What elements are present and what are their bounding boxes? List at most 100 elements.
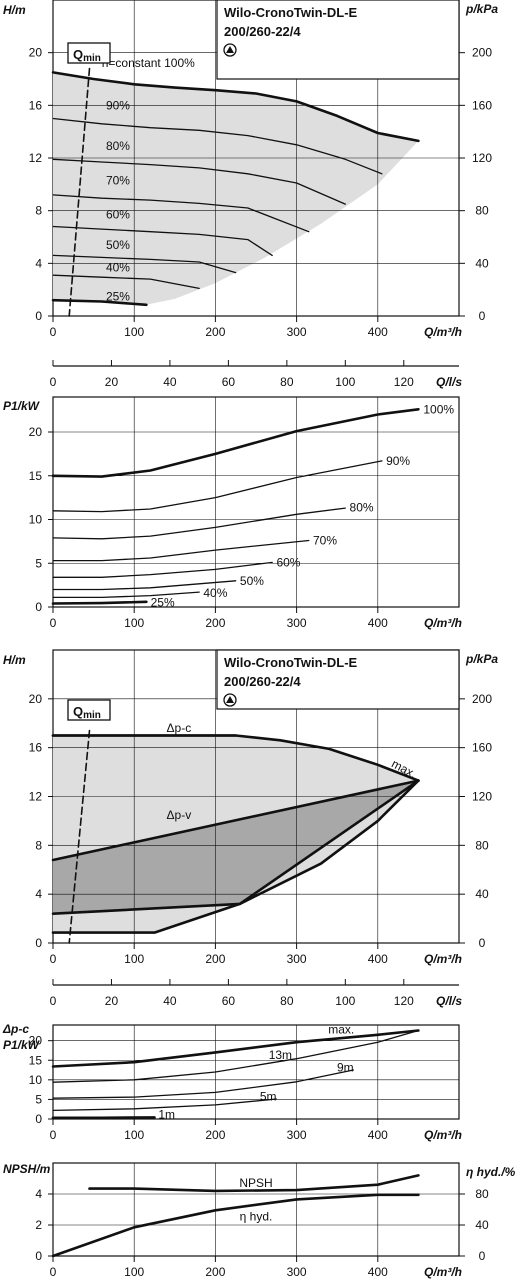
p2-x-tick-label: 400	[368, 1128, 388, 1142]
h1-series-25-	[51, 298, 148, 307]
npsh-y2-tick-label: 40	[475, 1218, 489, 1232]
pump-title2-line2: 200/260-22/4	[224, 674, 301, 689]
h2-y-tick-label: 8	[35, 838, 42, 852]
p1-y-tick-label: 5	[35, 556, 42, 570]
p1-x-tick-label: 400	[368, 616, 388, 630]
npsh-x-tick-label: 400	[368, 1265, 388, 1279]
npsh-x-tick-label: 200	[205, 1265, 225, 1279]
qls2-tick-label: 0	[50, 994, 57, 1008]
qmin-line	[68, 729, 91, 944]
p1-x-tick-label: 200	[205, 616, 225, 630]
p1-curve-label: 90%	[386, 454, 410, 468]
chart-frames	[48, 0, 465, 1262]
p2-plot-frame	[52, 1024, 460, 1120]
npsh-y-tick-label: 4	[35, 1187, 42, 1201]
p1-series-80-	[52, 507, 346, 540]
h2-y-tick-label: 4	[35, 887, 42, 901]
qls1-tick-label: 120	[394, 375, 414, 389]
p1-series-60-	[52, 561, 273, 578]
h2-y2-tick-label: 200	[472, 692, 492, 706]
h1-x-axis-label: Q/m³/h	[424, 325, 462, 339]
h1-series-80-	[52, 158, 346, 205]
h1-curve-label: 80%	[106, 139, 130, 153]
h1-y-tick-label: 20	[29, 46, 43, 60]
h2-y-tick-label: 12	[29, 790, 43, 804]
pump-title-box-1: Wilo-CronoTwin-DL-E 200/260-22/4	[216, 0, 460, 80]
p2-y-tick-label: 15	[29, 1053, 43, 1067]
h2-curve-label: Δp-c	[167, 721, 192, 735]
p2-curve-label: max.	[328, 1023, 354, 1037]
h2-x-tick-label: 400	[368, 952, 388, 966]
qls2-axis-label: Q/l/s	[436, 994, 462, 1008]
h1-y-tick-label: 8	[35, 204, 42, 218]
h1-operating-range	[53, 72, 419, 305]
qls1-tick-label: 40	[163, 375, 177, 389]
h2-y2-tick-label: 0	[479, 936, 486, 950]
h1-curve-label: 25%	[106, 289, 130, 303]
qls1-tick-label: 80	[280, 375, 294, 389]
h1-series-50-	[52, 254, 237, 274]
h2-y-tick-label: 20	[29, 692, 43, 706]
p2-y-axis-label-1: Δp-c	[2, 1022, 29, 1036]
p2-curve-label: 13m	[269, 1048, 292, 1062]
qmin-label: Qmin	[73, 47, 101, 64]
chart-marks	[51, 67, 420, 1258]
p1-curve-label: 40%	[203, 586, 227, 600]
p2-y-tick-label: 0	[35, 1112, 42, 1126]
h1-y2-tick-label: 40	[475, 256, 489, 270]
p2-series-9m	[52, 1069, 355, 1099]
p1-x-tick-label: 300	[287, 616, 307, 630]
h1-y2-tick-label: 120	[472, 151, 492, 165]
h1-curve-label: 70%	[106, 173, 130, 187]
npsh-series--hyd-	[51, 1193, 420, 1258]
h1-x-tick-label: 100	[124, 325, 144, 339]
h2-y-tick-label: 16	[29, 741, 43, 755]
p1-curve-label: 70%	[313, 534, 337, 548]
p2-x-tick-label: 300	[287, 1128, 307, 1142]
p2-curve-label: 9m	[337, 1060, 354, 1074]
h1-y2-tick-label: 200	[472, 46, 492, 60]
qls1-axis-label: Q/l/s	[436, 375, 462, 389]
p1-series-50-	[52, 580, 237, 591]
npsh-curve-label: NPSH	[239, 1176, 272, 1190]
qls2-tick-label: 80	[280, 994, 294, 1008]
h1-y2-tick-label: 160	[472, 98, 492, 112]
npsh-y2-tick-label: 80	[475, 1187, 489, 1201]
p2-y-tick-label: 20	[29, 1034, 43, 1048]
h2-dpv-range	[53, 780, 419, 914]
pump-symbol-icon	[223, 43, 237, 57]
p1-y-tick-label: 15	[29, 469, 43, 483]
h2-x-tick-label: 300	[287, 952, 307, 966]
h1-curve-label: 90%	[106, 98, 130, 112]
h2-y-tick-label: 0	[35, 936, 42, 950]
p1-series-100-	[51, 407, 420, 478]
npsh-y2-tick-label: 0	[479, 1249, 486, 1263]
p1-x-tick-label: 100	[124, 616, 144, 630]
h2-x-axis-label: Q/m³/h	[424, 952, 462, 966]
qls1-tick-label: 60	[222, 375, 236, 389]
pump-title-line2: 200/260-22/4	[224, 24, 301, 39]
h1-x-tick-label: 400	[368, 325, 388, 339]
h2-y2-axis-label: p/kPa	[465, 652, 498, 666]
p1-series-40-	[52, 591, 200, 599]
p1-curve-label: 100%	[423, 402, 454, 416]
p2-x-tick-label: 100	[124, 1128, 144, 1142]
h1-curve-label: 50%	[106, 238, 130, 252]
p1-y-axis-label: P1/kW	[3, 399, 41, 413]
npsh-x-tick-label: 0	[50, 1265, 57, 1279]
qls2-tick-label: 40	[163, 994, 177, 1008]
h1-y2-tick-label: 80	[475, 204, 489, 218]
h2-y2-tick-label: 160	[472, 741, 492, 755]
p1-y-tick-label: 20	[29, 425, 43, 439]
h1-curve-label: 40%	[106, 260, 130, 274]
p2-curve-label: 5m	[260, 1089, 277, 1103]
p2-series-13m	[52, 1029, 420, 1083]
npsh-y2-axis-label: η hyd./%	[466, 1165, 516, 1179]
npsh-x-tick-label: 100	[124, 1265, 144, 1279]
npsh-y-tick-label: 0	[35, 1249, 42, 1263]
p1-x-axis-label: Q/m³/h	[424, 616, 462, 630]
h2-x-tick-label: 0	[50, 952, 57, 966]
p1-series-70-	[52, 539, 310, 562]
h1-series-60-	[52, 225, 273, 257]
